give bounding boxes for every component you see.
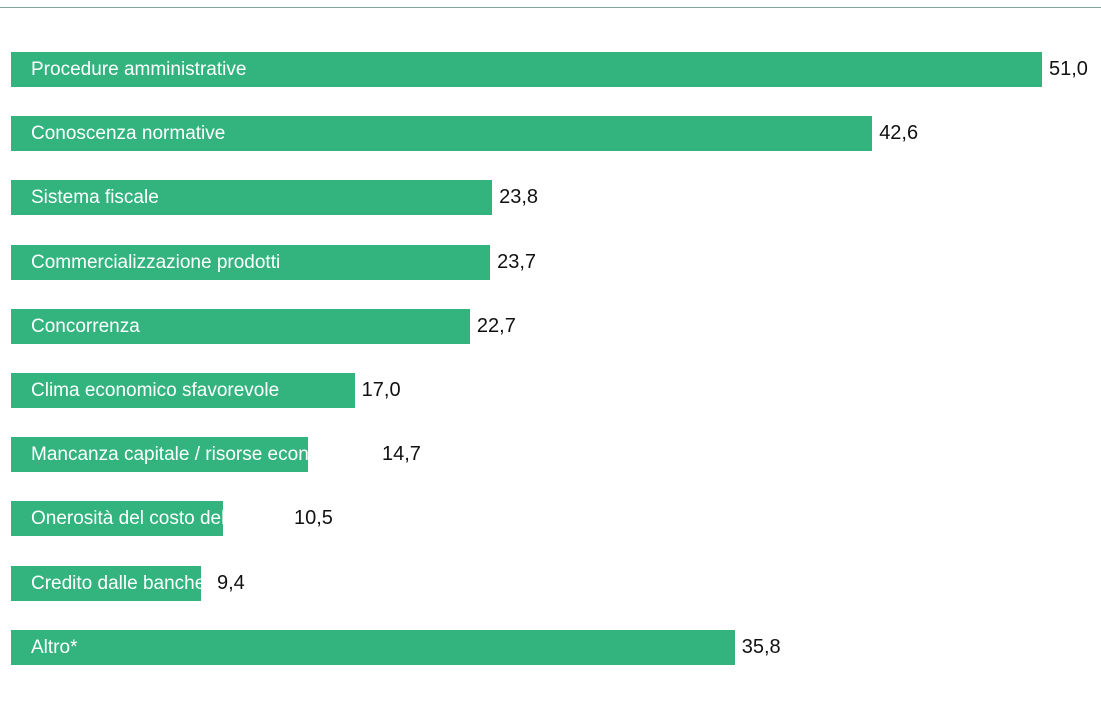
bar-1 bbox=[11, 52, 1042, 87]
category-label-6: Clima economico sfavorevole bbox=[31, 380, 280, 401]
bar-6 bbox=[11, 373, 355, 408]
value-label-5: 22,7 bbox=[476, 314, 516, 337]
value-label-4: 23,7 bbox=[497, 250, 537, 273]
bar-8 bbox=[11, 501, 224, 537]
category-label-3: Sistema fiscale bbox=[31, 187, 159, 209]
category-label-9: Credito dalle banche bbox=[31, 572, 206, 594]
top-rule bbox=[0, 7, 1101, 8]
bar-7 bbox=[11, 437, 309, 473]
bar-9 bbox=[11, 565, 202, 601]
bar-4 bbox=[11, 244, 491, 280]
bar-2 bbox=[11, 116, 873, 152]
category-label-7: Mancanza capitale / risorse economiche bbox=[31, 444, 371, 466]
value-label-3: 23,8 bbox=[499, 186, 539, 209]
value-label-9: 9,4 bbox=[217, 571, 245, 594]
category-label-10: Altro* bbox=[31, 636, 78, 658]
value-label-1: 51,0 bbox=[1049, 58, 1088, 80]
value-label-7: 14,7 bbox=[382, 443, 421, 466]
bar-5 bbox=[11, 308, 470, 344]
value-label-6: 17,0 bbox=[361, 379, 401, 401]
value-label-2: 42,6 bbox=[879, 122, 919, 145]
value-label-8: 10,5 bbox=[294, 507, 333, 530]
category-label-1: Procedure amministrative bbox=[31, 59, 247, 80]
category-label-2: Conoscenza normative bbox=[31, 123, 226, 145]
bar-10 bbox=[11, 629, 735, 665]
bar-3 bbox=[11, 180, 493, 216]
category-label-8: Onerosità del costo del lavoro bbox=[31, 508, 283, 530]
category-label-5: Concorrenza bbox=[31, 315, 140, 337]
category-label-4: Commercializzazione prodotti bbox=[31, 251, 281, 273]
value-label-10: 35,8 bbox=[741, 635, 781, 658]
